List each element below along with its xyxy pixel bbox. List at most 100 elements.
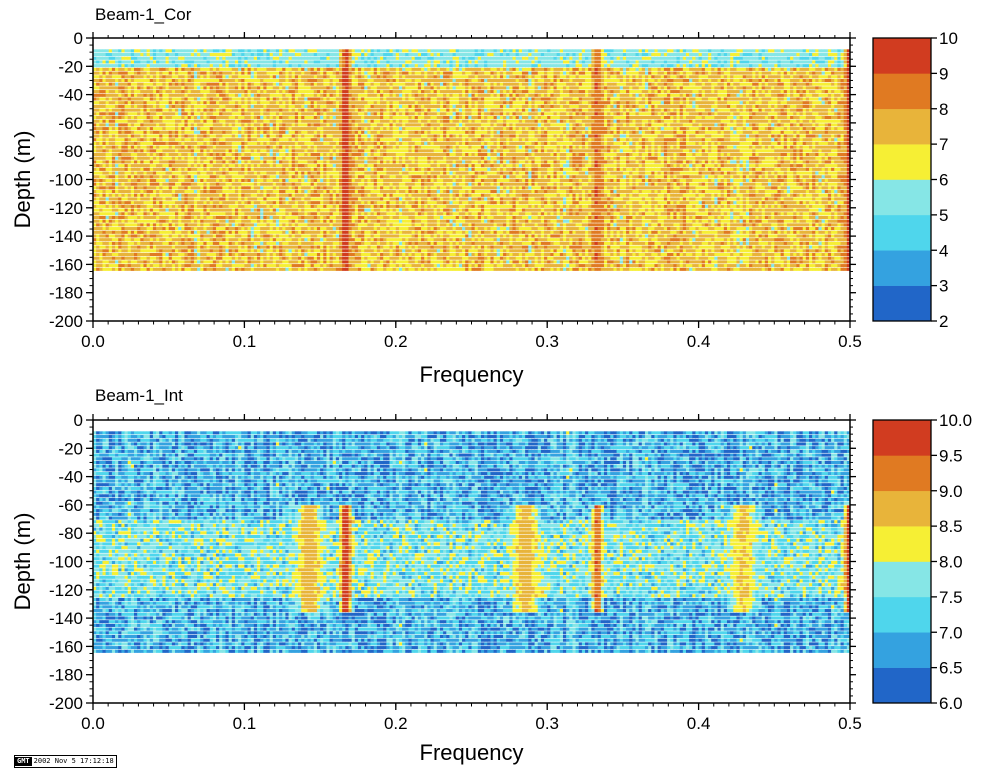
heatmap-cell [99,131,103,134]
heatmap-cell [137,264,141,267]
heatmap-cell [118,183,122,186]
heatmap-cell [143,116,147,119]
heatmap-cell [229,79,233,82]
heatmap-cell [143,131,147,134]
heatmap-cell [102,127,106,130]
heatmap-cell [99,142,103,145]
heatmap-cell [156,164,160,167]
heatmap-cell [125,186,129,189]
heatmap-cell [285,253,289,256]
heatmap-cell [216,138,220,141]
heatmap-cell [194,86,198,89]
heatmap-cell [162,220,166,223]
heatmap-cell [273,234,277,237]
heatmap-cell [203,149,207,152]
heatmap-cell [339,146,343,149]
heatmap-cell [166,190,170,193]
heatmap-cell [345,190,349,193]
heatmap-cell [248,123,252,126]
heatmap-cell [194,238,198,241]
heatmap-cell [254,231,257,234]
heatmap-cell [301,172,305,175]
heatmap-cell [96,57,100,60]
heatmap-cell [333,160,337,163]
heatmap-cell [273,75,277,78]
heatmap-cell [282,97,286,100]
heatmap-cell [311,97,315,100]
heatmap-cell [266,264,270,267]
heatmap-cell [257,186,261,189]
heatmap-cell [143,242,147,245]
heatmap-cell [263,179,267,182]
heatmap-cell [235,179,239,182]
heatmap-cell [99,216,103,219]
heatmap-cell [282,123,286,126]
heatmap-cell [197,49,201,52]
heatmap-cell [279,127,283,130]
heatmap-cell [153,175,157,178]
heatmap-cell [109,146,113,149]
heatmap-cell [172,264,176,267]
heatmap-cell [128,112,132,115]
heatmap-cell [326,260,330,263]
heatmap-cell [210,131,214,134]
heatmap-cell [134,231,138,234]
heatmap-cell [188,134,192,137]
heatmap-cell [323,83,327,86]
heatmap-cell [323,242,327,245]
heatmap-cell [317,220,321,223]
heatmap-cell [323,120,327,123]
heatmap-cell [307,183,311,186]
heatmap-cell [263,109,267,112]
heatmap-cell [99,146,103,149]
heatmap-cell [99,109,103,112]
heatmap-cell [159,249,163,252]
heatmap-cell [219,134,223,137]
heatmap-cell [159,246,163,249]
heatmap-cell [153,227,157,230]
heatmap-cell [251,168,255,171]
heatmap-cell [304,234,308,237]
heatmap-cell [115,164,119,167]
heatmap-cell [115,194,119,197]
heatmap-cell [143,223,147,226]
heatmap-cell [156,234,160,237]
heatmap-cell [213,257,217,260]
heatmap-cell [106,57,110,60]
heatmap-cell [181,175,185,178]
heatmap-cell [134,216,138,219]
heatmap-cell [166,112,170,115]
heatmap-cell [184,149,188,152]
heatmap-cell [203,101,207,104]
heatmap-cell [241,201,245,204]
heatmap-cell [336,220,340,223]
heatmap-cell [188,123,192,126]
heatmap-cell [307,109,311,112]
heatmap-cell [330,186,334,189]
heatmap-cell [304,75,308,78]
heatmap-cell [188,223,192,226]
heatmap-cell [317,268,321,271]
heatmap-cell [336,164,340,167]
heatmap-cell [257,264,261,267]
heatmap-cell [194,205,198,208]
heatmap-cell [156,264,160,267]
heatmap-cell [257,146,261,149]
heatmap-cell [333,168,337,171]
heatmap-cell [225,60,229,63]
heatmap-cell [143,212,147,215]
heatmap-cell [125,94,129,97]
heatmap-cell [282,68,286,71]
heatmap-cell [99,201,103,204]
heatmap-cell [194,138,198,141]
heatmap-cell [191,72,195,75]
heatmap-cell [260,234,264,237]
heatmap-cell [333,131,337,134]
heatmap-cell [229,142,233,145]
heatmap-cell [276,216,280,219]
heatmap-cell [125,238,129,241]
heatmap-cell [203,86,207,89]
heatmap-cell [336,146,340,149]
heatmap-cell [197,268,201,271]
heatmap-cell [248,109,252,112]
